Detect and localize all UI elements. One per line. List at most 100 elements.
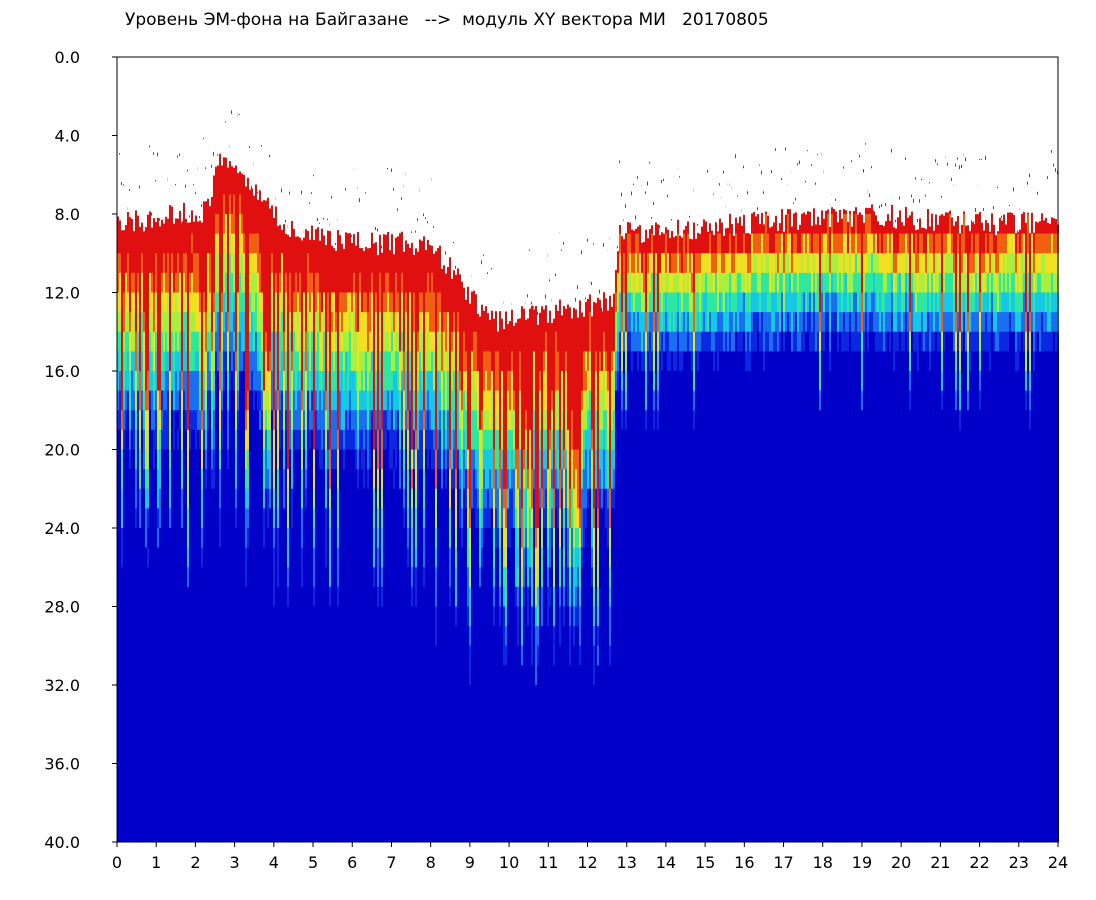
heatmap-cell [151, 488, 153, 509]
heatmap-cell [307, 586, 309, 607]
heatmap-cell [221, 272, 223, 293]
heatmap-cell [165, 292, 167, 313]
heatmap-cell [369, 469, 371, 490]
heatmap-cell [173, 312, 175, 333]
heatmap-cell [259, 214, 261, 235]
heatmap-cell [419, 724, 421, 745]
heatmap-cell [289, 743, 291, 764]
heatmap-cell [401, 783, 403, 804]
heatmap-cell [139, 429, 141, 450]
heatmap-cell [157, 390, 159, 411]
heatmap-cell [125, 469, 127, 490]
heatmap-cell [251, 685, 253, 706]
heatmap-cell [195, 802, 197, 823]
heatmap-cell [373, 253, 375, 274]
heatmap-cell [247, 645, 249, 666]
heatmap-cell [131, 253, 133, 274]
heatmap-cell [205, 292, 207, 313]
heatmap-cell [369, 685, 371, 706]
heatmap-cell [273, 508, 275, 529]
heatmap-cell [155, 822, 157, 843]
heatmap-cell [353, 331, 355, 352]
heatmap-cell [283, 449, 285, 470]
heatmap-cell [203, 429, 205, 450]
heatmap-cell [411, 743, 413, 764]
heatmap-cell [365, 822, 367, 843]
heatmap-cell [233, 606, 235, 627]
heatmap-cell [247, 331, 249, 352]
heatmap-cell [127, 410, 129, 431]
heatmap-cell [313, 331, 315, 352]
heatmap-cell [145, 547, 147, 568]
heatmap-cell [417, 783, 419, 804]
heatmap-speckle [375, 227, 376, 231]
heatmap-cell [337, 665, 339, 686]
heatmap-cell [325, 704, 327, 725]
heatmap-cell [199, 567, 201, 588]
heatmap-cell [211, 233, 213, 254]
heatmap-cell [121, 567, 123, 588]
heatmap-cell [417, 528, 419, 549]
heatmap-cell [237, 528, 239, 549]
heatmap-cell [299, 606, 301, 627]
heatmap-cell [345, 508, 347, 529]
heatmap-cell [313, 371, 315, 392]
heatmap-cell [229, 390, 231, 411]
heatmap-cell [329, 429, 331, 450]
heatmap-cell [243, 194, 245, 215]
heatmap-cell [267, 429, 269, 450]
heatmap-cell [145, 449, 147, 470]
heatmap-cell [395, 763, 397, 784]
heatmap-cell [231, 331, 233, 352]
heatmap-cell [131, 704, 133, 725]
heatmap-cell [421, 567, 423, 588]
heatmap-cell [227, 567, 229, 588]
heatmap-cell [347, 685, 349, 706]
heatmap-cell [297, 292, 299, 313]
heatmap-cell [215, 429, 217, 450]
heatmap-cell [285, 429, 287, 450]
heatmap-cell [255, 567, 257, 588]
heatmap-cell [135, 272, 137, 293]
heatmap-cell [189, 645, 191, 666]
heatmap-cell [131, 783, 133, 804]
heatmap-cell [171, 802, 173, 823]
heatmap-cell [275, 233, 277, 254]
heatmap-cell [225, 253, 227, 274]
heatmap-cell [213, 429, 215, 450]
heatmap-cell [161, 704, 163, 725]
heatmap-cell [373, 390, 375, 411]
heatmap-cell [281, 272, 283, 293]
heatmap-cell [319, 822, 321, 843]
heatmap-cell [311, 645, 313, 666]
heatmap-cell [367, 547, 369, 568]
heatmap-cell [197, 724, 199, 745]
heatmap-cell [349, 822, 351, 843]
heatmap-cell [291, 783, 293, 804]
heatmap-cell [279, 488, 281, 509]
heatmap-cell [141, 351, 143, 372]
heatmap-cell [185, 724, 187, 745]
heatmap-cell [385, 331, 387, 352]
heatmap-cell [239, 351, 241, 372]
heatmap-cell [131, 390, 133, 411]
heatmap-cell [351, 351, 353, 372]
heatmap-cell [289, 822, 291, 843]
heatmap-cell [201, 528, 203, 549]
heatmap-cell [155, 704, 157, 725]
heatmap-cell [345, 704, 347, 725]
heatmap-cell [319, 371, 321, 392]
heatmap-cell [167, 763, 169, 784]
heatmap-cell [325, 245, 327, 254]
heatmap-cell [315, 331, 317, 352]
heatmap-cell [333, 253, 335, 274]
heatmap-cell [411, 645, 413, 666]
heatmap-cell [253, 312, 255, 333]
heatmap-cell [137, 586, 139, 607]
heatmap-cell [389, 312, 391, 333]
heatmap-cell [131, 218, 133, 235]
heatmap-cell [151, 685, 153, 706]
heatmap-cell [203, 214, 205, 235]
heatmap-cell [269, 410, 271, 431]
heatmap-cell [387, 763, 389, 784]
